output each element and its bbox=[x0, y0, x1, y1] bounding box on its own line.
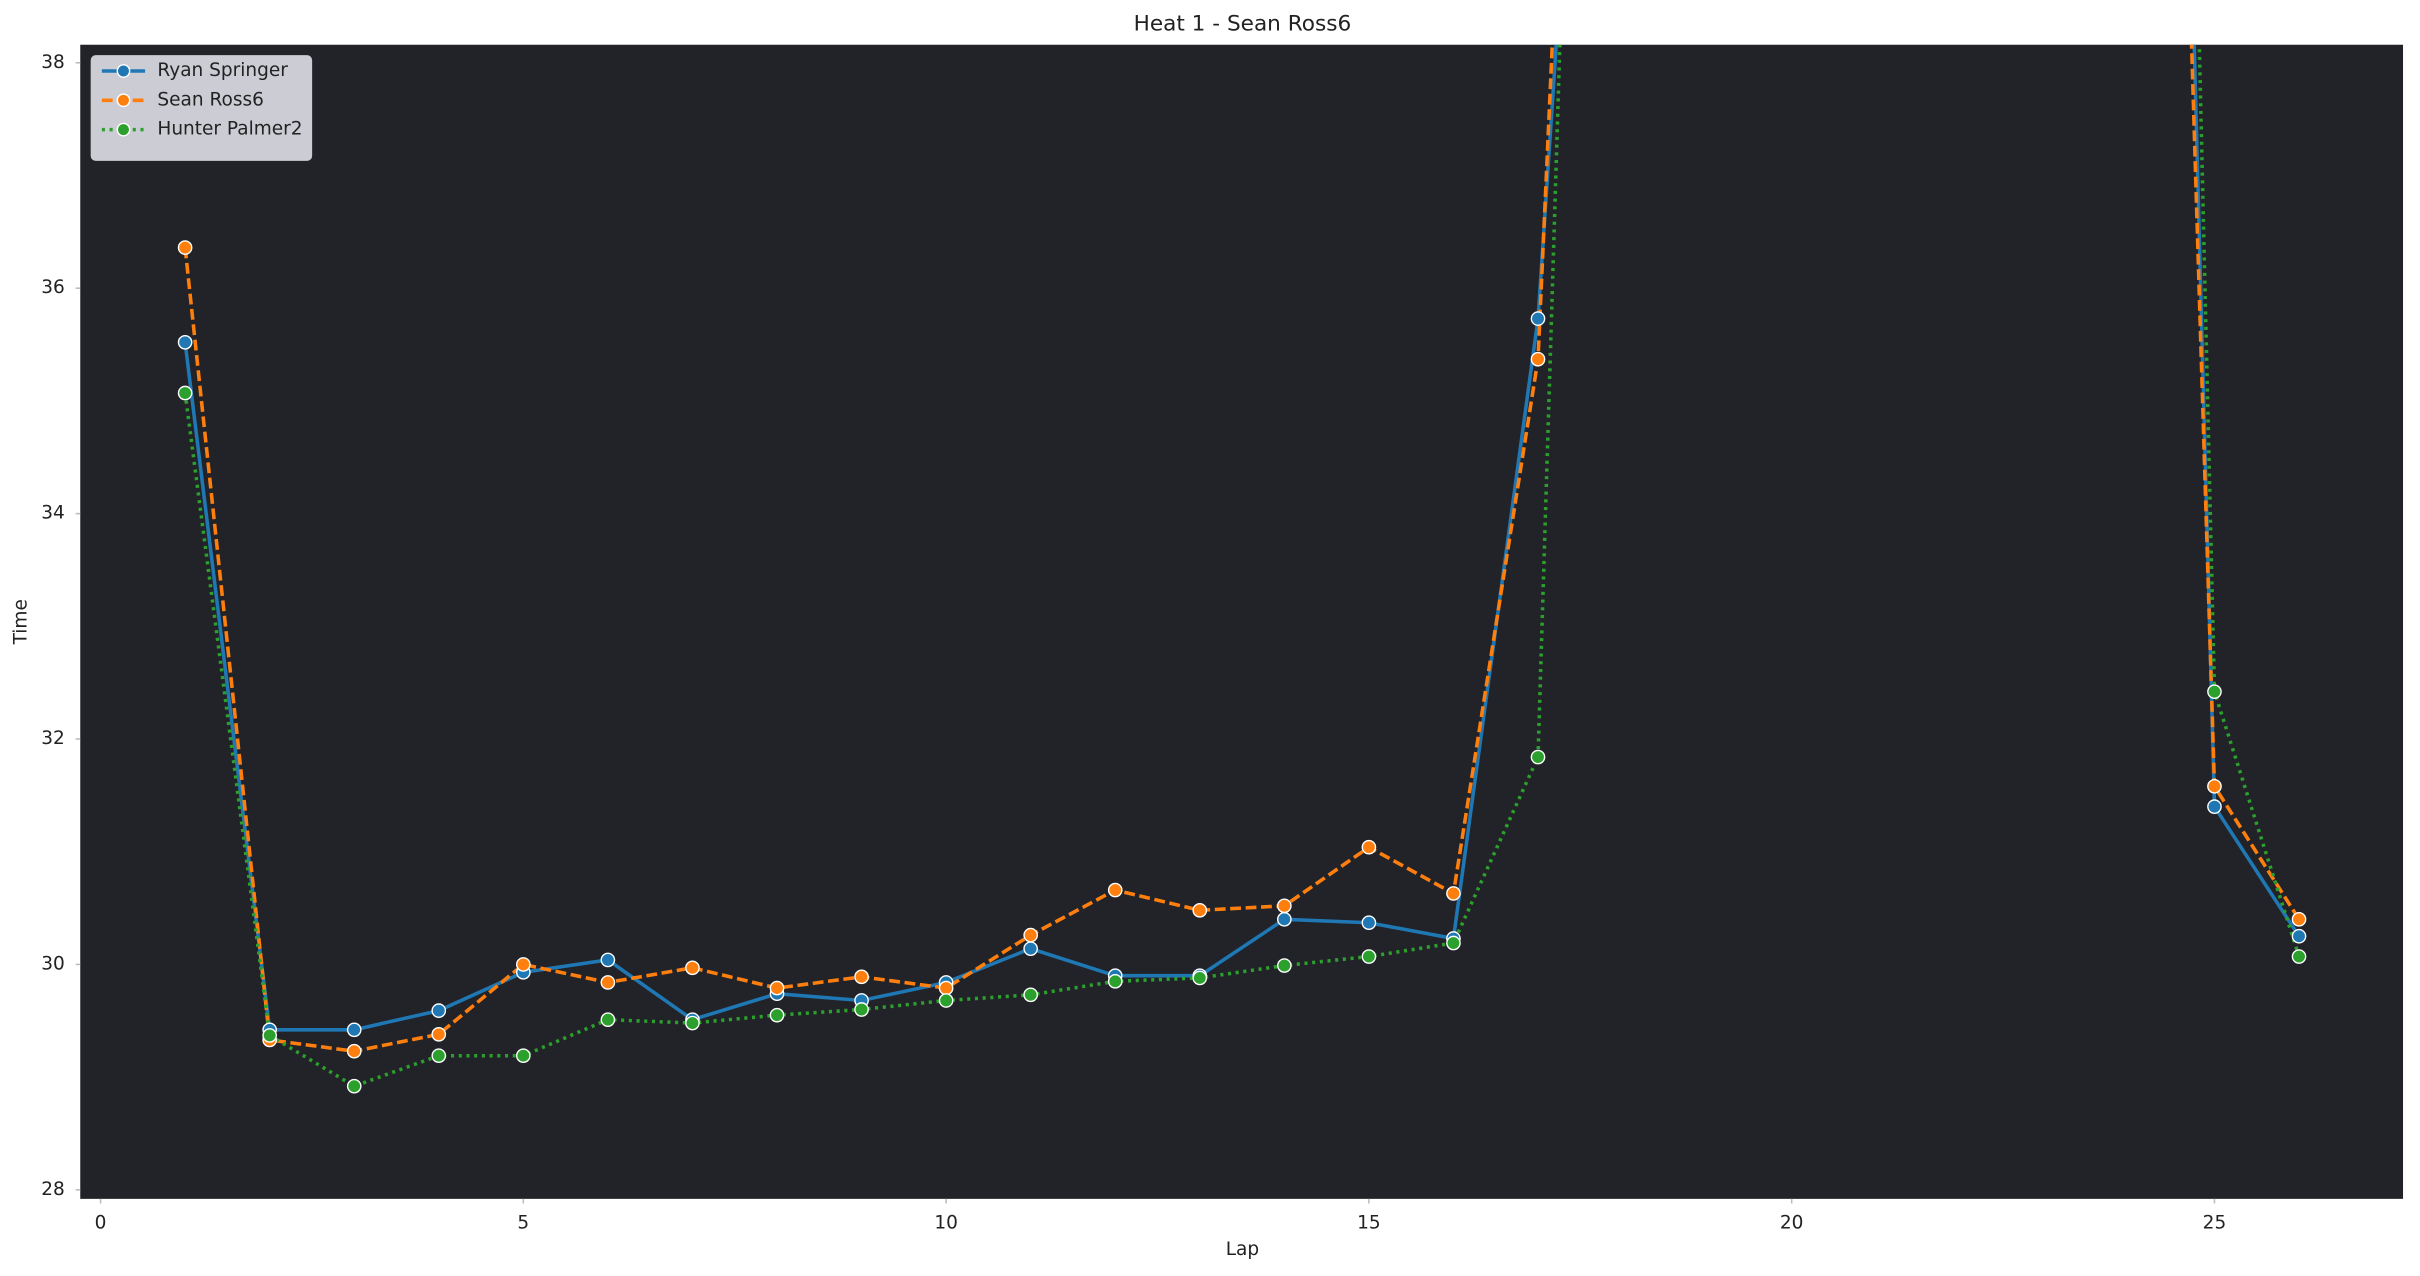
x-tick-label: 10 bbox=[934, 1213, 958, 1234]
data-point bbox=[1530, 749, 1546, 765]
data-point bbox=[516, 957, 531, 972]
plot-area bbox=[80, 44, 2404, 1199]
data-point bbox=[1023, 987, 1039, 1003]
legend-marker bbox=[116, 93, 131, 108]
legend-box bbox=[90, 55, 313, 161]
data-point bbox=[1446, 935, 1461, 951]
legend-marker bbox=[116, 122, 131, 137]
y-tick-label: 30 bbox=[41, 953, 65, 974]
data-point bbox=[431, 1048, 447, 1064]
data-point bbox=[431, 1026, 447, 1042]
data-point bbox=[600, 952, 616, 968]
x-tick-label: 0 bbox=[95, 1213, 107, 1234]
data-point bbox=[516, 1048, 531, 1064]
data-point bbox=[1277, 958, 1292, 973]
data-point bbox=[346, 1078, 362, 1094]
data-point bbox=[1530, 351, 1546, 367]
data-point bbox=[1107, 882, 1123, 898]
data-point bbox=[600, 975, 616, 990]
data-point bbox=[2207, 799, 2222, 814]
data-point bbox=[2291, 949, 2307, 964]
data-point bbox=[1446, 886, 1461, 901]
data-point bbox=[262, 1028, 277, 1043]
data-point bbox=[1361, 915, 1377, 931]
data-point bbox=[938, 993, 954, 1008]
data-point bbox=[854, 969, 869, 985]
legend-label: Sean Ross6 bbox=[157, 89, 263, 110]
x-tick-label: 20 bbox=[1780, 1213, 1804, 1234]
data-point bbox=[600, 1012, 616, 1027]
y-tick-label: 36 bbox=[41, 277, 65, 298]
data-point bbox=[1277, 912, 1292, 927]
data-point bbox=[685, 960, 700, 976]
data-point bbox=[854, 1002, 869, 1017]
legend-label: Ryan Springer bbox=[157, 60, 288, 81]
data-point bbox=[177, 334, 193, 350]
data-point bbox=[685, 1015, 700, 1031]
data-point bbox=[1107, 974, 1123, 989]
legend-marker bbox=[116, 64, 131, 78]
data-point bbox=[2291, 928, 2307, 944]
chart-title: Heat 1 - Sean Ross6 bbox=[1134, 12, 1352, 37]
data-point bbox=[2207, 779, 2222, 794]
data-point bbox=[1023, 927, 1039, 943]
data-point bbox=[2207, 684, 2222, 700]
y-tick-label: 38 bbox=[41, 52, 65, 73]
plot-layer bbox=[177, 44, 2307, 1094]
y-tick-label: 28 bbox=[41, 1179, 65, 1200]
data-point bbox=[769, 1007, 785, 1023]
data-point bbox=[938, 980, 954, 996]
data-point bbox=[346, 1022, 362, 1038]
y-axis-label: Time bbox=[11, 599, 32, 645]
x-tick-label: 5 bbox=[517, 1213, 529, 1234]
y-tick-label: 32 bbox=[41, 728, 65, 749]
x-tick-label: 15 bbox=[1357, 1213, 1381, 1234]
data-point bbox=[1192, 970, 1208, 986]
legend-label: Hunter Palmer2 bbox=[157, 119, 302, 140]
data-point bbox=[1530, 311, 1546, 326]
x-axis-label: Lap bbox=[1226, 1239, 1259, 1260]
x-tick-label: 25 bbox=[2203, 1213, 2227, 1234]
data-point bbox=[1192, 902, 1208, 918]
data-point bbox=[177, 385, 193, 401]
data-point bbox=[769, 980, 785, 996]
data-point bbox=[1361, 949, 1377, 964]
series-line bbox=[183, 44, 2301, 1089]
data-point bbox=[431, 1003, 447, 1018]
data-point bbox=[1361, 839, 1377, 855]
data-point bbox=[1023, 941, 1039, 956]
data-point bbox=[346, 1043, 362, 1059]
data-point bbox=[1277, 898, 1292, 914]
y-tick-label: 34 bbox=[41, 503, 65, 524]
data-point bbox=[2291, 912, 2307, 927]
series-line bbox=[183, 44, 2301, 1032]
data-point bbox=[177, 240, 193, 255]
